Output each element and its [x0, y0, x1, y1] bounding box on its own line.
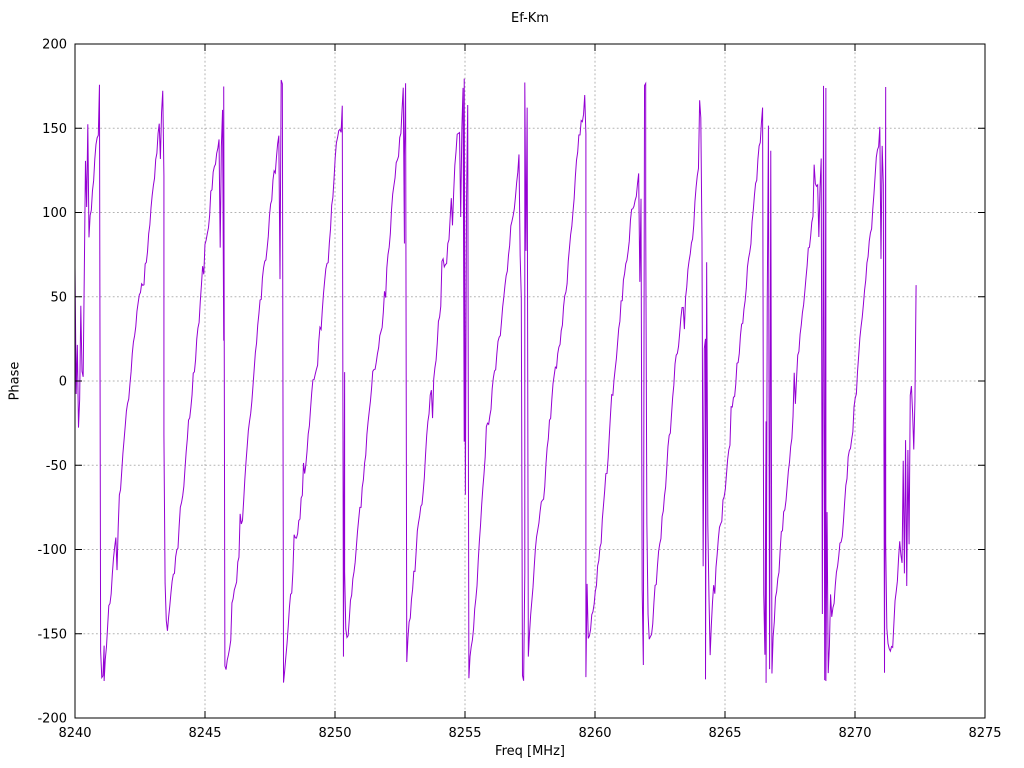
x-tick-label: 8255	[448, 726, 481, 741]
x-tick-label: 8245	[188, 726, 221, 741]
plot-border	[74, 43, 986, 719]
x-axis-title: Freq [MHz]	[495, 744, 565, 759]
y-tick-label: -150	[37, 627, 67, 642]
tick-labels: 8240 8245 8250 8255 8260 8265 8270 8275 200 150 10…	[37, 38, 1001, 742]
y-tick-label: -200	[37, 712, 67, 727]
y-tick-label: 200	[42, 38, 67, 53]
y-tick-label: 50	[50, 290, 67, 305]
phase-trace	[74, 78, 917, 683]
y-tick-label: 150	[42, 122, 67, 137]
phase-line	[74, 78, 917, 683]
chart-title: Ef-Km	[511, 11, 549, 26]
y-tick-label: -50	[46, 459, 67, 474]
y-tick-label: -100	[37, 543, 67, 558]
x-tick-label: 8270	[838, 726, 871, 741]
grid-lines	[74, 43, 986, 719]
x-tick-label: 8260	[578, 726, 611, 741]
x-tick-label: 8250	[318, 726, 351, 741]
y-tick-label: 0	[59, 375, 67, 390]
x-tick-label: 8240	[58, 726, 91, 741]
x-tick-label: 8265	[708, 726, 741, 741]
y-tick-label: 100	[42, 206, 67, 221]
x-tick-label: 8275	[968, 726, 1001, 741]
